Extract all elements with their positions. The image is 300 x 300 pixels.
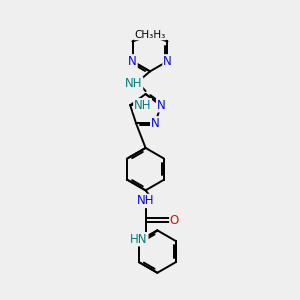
Text: CH₃: CH₃ <box>147 30 166 40</box>
Text: NH: NH <box>125 77 142 90</box>
Text: HN: HN <box>130 233 148 246</box>
Text: CH₃: CH₃ <box>134 30 153 40</box>
Text: N: N <box>128 55 137 68</box>
Text: NH: NH <box>134 99 151 112</box>
Text: NH: NH <box>137 194 154 207</box>
Text: N: N <box>157 99 165 112</box>
Text: N: N <box>163 55 172 68</box>
Text: O: O <box>170 214 179 226</box>
Text: N: N <box>151 117 160 130</box>
